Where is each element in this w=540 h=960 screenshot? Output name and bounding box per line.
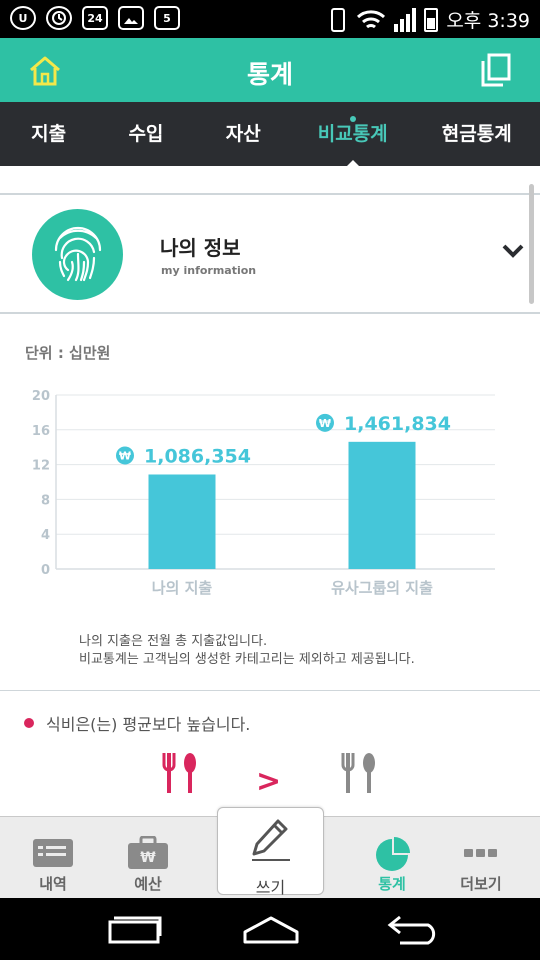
currency-symbol: ₩ (319, 417, 331, 430)
note-line-2: 비교통계는 고객님의 생성한 카테고리는 제외하고 제공됩니다. (79, 652, 415, 667)
tab-assets[interactable]: 자산 (225, 123, 261, 145)
nav-budget[interactable]: ₩ 예산 (103, 817, 193, 899)
divider (0, 193, 540, 195)
recent-apps-button[interactable] (100, 910, 170, 948)
scrollbar[interactable] (529, 184, 534, 304)
fingerprint-icon (32, 209, 123, 300)
home-outline-icon (243, 916, 299, 944)
my-info-subtitle: my information (161, 264, 257, 277)
bar-value-label: 1,461,834 (344, 413, 451, 435)
home-system-button[interactable] (236, 910, 306, 948)
pie-chart-icon (376, 837, 410, 871)
active-tab-caret (345, 160, 360, 167)
recent-apps-icon (108, 916, 162, 944)
nav-history[interactable]: 내역 (8, 817, 98, 899)
chevron-down-icon[interactable] (502, 244, 524, 258)
home-button[interactable] (26, 52, 64, 90)
calendar-icon: 5 (154, 6, 180, 30)
wifi-icon (357, 9, 386, 28)
app-header: 통계 (0, 38, 540, 102)
fork-knife-average-icon (341, 753, 375, 793)
gallery-icon (118, 6, 144, 30)
currency-symbol: ₩ (119, 449, 131, 462)
bar-value-label: 1,086,354 (144, 445, 251, 467)
alarm-clock-icon (46, 6, 72, 30)
comparison-bar-chart: 0 4 8 12 16 20 ₩ 1,086,354 나의 지출 ₩ 1,461,834 유사그룹의 … (32, 389, 495, 597)
my-info-card[interactable]: 나의 정보 my information (0, 196, 540, 312)
bullet-dot (24, 718, 34, 728)
currency-badge (316, 413, 334, 432)
page-title: 통계 (246, 60, 293, 89)
system-nav-bar (0, 898, 540, 960)
divider (0, 690, 540, 691)
weather-badge-icon: 24 (82, 6, 108, 30)
svg-text:₩: ₩ (140, 850, 156, 866)
copy-icon (481, 53, 511, 87)
copy-button[interactable] (478, 52, 514, 88)
carrier-u-icon: U (10, 6, 36, 30)
bar-2 (348, 441, 416, 569)
comparison-summary: 식비은(는) 평균보다 높습니다. (24, 711, 250, 735)
back-arrow-icon (387, 915, 436, 945)
note-line-1: 나의 지출은 전월 총 지출값입니다. (79, 634, 268, 649)
y-tick-label: 20 (32, 389, 50, 404)
back-button[interactable] (380, 910, 450, 948)
comparison-text: 식비은(는) 평균보다 높습니다. (46, 715, 251, 734)
content-area[interactable]: 나의 정보 my information 단위 : 십만원 0 4 8 12 16 20 ₩… (0, 166, 540, 816)
y-tick-label: 16 (32, 424, 50, 439)
bottom-nav: 내역 ₩ 예산 쓰기 통계 (0, 807, 540, 899)
vibrate-icon (331, 7, 346, 32)
y-tick-label: 12 (32, 459, 50, 474)
home-icon (30, 56, 60, 86)
fork-knife-icon (162, 753, 196, 793)
tab-cash-stats[interactable]: 현금통계 (441, 123, 512, 145)
tab-bar: 지출 수입 자산 비교통계 현금통계 (0, 102, 540, 167)
wallet-icon: ₩ (128, 836, 168, 869)
more-icon (464, 849, 497, 857)
y-tick-label: 4 (41, 528, 50, 543)
active-tab-dot (349, 116, 356, 122)
x-category-label: 나의 지출 (152, 579, 213, 597)
nav-statistics[interactable]: 통계 (347, 817, 437, 899)
divider (0, 312, 540, 314)
tab-income[interactable]: 수입 (128, 123, 164, 145)
tab-compare-stats[interactable]: 비교통계 (292, 102, 414, 167)
bar-1 (148, 474, 216, 569)
nav-more[interactable]: 더보기 (436, 817, 526, 899)
unit-label: 단위 : 십만원 (25, 344, 111, 362)
currency-badge (116, 446, 134, 465)
x-category-label: 유사그룹의 지출 (331, 579, 433, 597)
status-time: 오후 3:39 (446, 10, 530, 32)
pen-icon (251, 819, 290, 861)
y-tick-label: 0 (41, 563, 50, 578)
tab-expense[interactable]: 지출 (31, 123, 67, 145)
status-bar: U 24 5 오후 3:39 (0, 0, 540, 38)
card-icon (33, 839, 73, 867)
y-tick-label: 8 (41, 493, 50, 508)
comparison-operator: > (256, 764, 282, 799)
battery-icon (424, 7, 439, 32)
my-info-title: 나의 정보 (160, 236, 241, 260)
signal-icon (394, 7, 417, 32)
write-button[interactable]: 쓰기 (217, 807, 324, 897)
